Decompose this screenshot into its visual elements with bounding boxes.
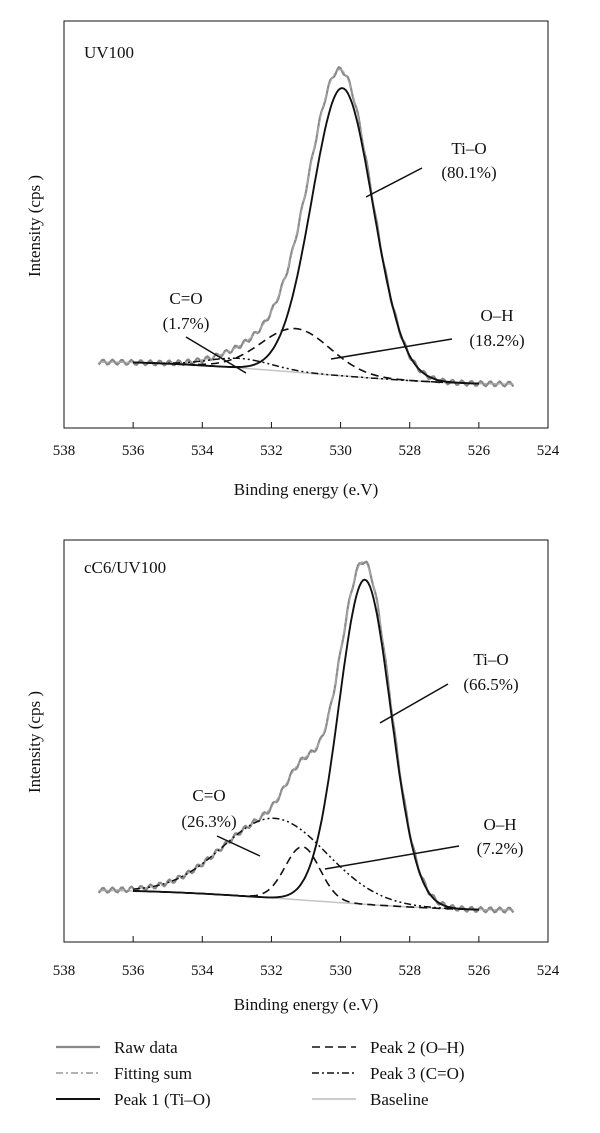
annotation-o-h-value: (18.2%) [469,331,524,350]
x-tick-label: 538 [53,963,76,979]
peak1-curve [133,578,479,911]
plot-frame [63,20,549,429]
legend-item: Peak 3 (C=O) [312,1064,465,1083]
legend: Raw data Peak 2 (O–H) Fitting sum Peak 3 (C… [56,1038,465,1109]
x-tick-label: 526 [468,443,491,459]
y-axis-title: Intensity (cps ) [25,691,44,793]
legend-item: Peak 2 (O–H) [312,1038,464,1057]
x-axis-ticks: 538 536 534 532 530 528 526 524 [53,422,560,459]
annotation-c-o-label: C=O [192,786,225,805]
legend-item: Baseline [312,1090,429,1109]
x-tick-label: 524 [537,963,560,979]
x-tick-label: 526 [468,963,491,979]
x-tick-label: 532 [260,963,283,979]
x-tick-label: 524 [537,443,560,459]
annotation-ti-o-leader [379,683,449,724]
x-tick-label: 534 [191,963,214,979]
panel-uv100: UV100 538 536 534 532 530 528 526 524 Binding e… [25,20,560,499]
raw-curve [97,66,515,388]
annotation-c-o-value: (1.7%) [163,314,210,333]
legend-item: Peak 1 (Ti–O) [56,1090,211,1109]
legend-label: Raw data [114,1038,178,1057]
x-tick-label: 536 [122,963,145,979]
x-tick-label: 528 [398,963,421,979]
peak3-curve [133,817,479,911]
annotation-o-h-leader [324,845,460,870]
annotation-c-o-leader [185,336,247,374]
annotation-ti-o-label: Ti–O [473,650,508,669]
legend-item: Raw data [56,1038,178,1057]
plot-frame [63,539,549,943]
annotation-c-o-label: C=O [169,289,202,308]
annotation-ti-o-value: (66.5%) [463,675,518,694]
annotation-ti-o-value: (80.1%) [441,163,496,182]
annotation-c-o-value: (26.3%) [181,812,236,831]
x-tick-label: 536 [122,443,145,459]
x-tick-label: 528 [398,443,421,459]
x-tick-label: 530 [329,963,352,979]
panel-label: cC6/UV100 [84,558,166,577]
x-axis-ticks: 538 536 534 532 530 528 526 524 [53,936,560,979]
peak3-curve [133,357,479,385]
legend-label: Peak 1 (Ti–O) [114,1090,211,1109]
legend-label: Baseline [370,1090,429,1109]
annotation-c-o-leader [216,835,261,857]
legend-label: Fitting sum [114,1064,192,1083]
raw-curve [97,560,515,914]
fit-curve [98,560,514,911]
x-tick-label: 538 [53,443,76,459]
y-axis-title: Intensity (cps ) [25,175,44,277]
curves [97,560,515,914]
annotation-o-h-leader [330,338,453,360]
annotation-o-h-label: O–H [483,815,516,834]
panel-cc6-uv100: cC6/UV100 538 536 534 532 530 528 526 524 Bindi… [25,539,560,1014]
x-axis-title: Binding energy (e.V) [234,480,379,499]
annotation-ti-o-leader [365,167,423,198]
x-tick-label: 534 [191,443,214,459]
legend-label: Peak 3 (C=O) [370,1064,465,1083]
x-axis-title: Binding energy (e.V) [234,995,379,1014]
curves [97,66,515,388]
legend-label: Peak 2 (O–H) [370,1038,464,1057]
peak1-curve [133,87,479,385]
legend-item: Fitting sum [56,1064,192,1083]
panel-label: UV100 [84,43,134,62]
annotation-ti-o-label: Ti–O [451,139,486,158]
annotation-o-h-label: O–H [480,306,513,325]
x-tick-label: 532 [260,443,283,459]
annotation-o-h-value: (7.2%) [477,839,524,858]
x-tick-label: 530 [329,443,352,459]
